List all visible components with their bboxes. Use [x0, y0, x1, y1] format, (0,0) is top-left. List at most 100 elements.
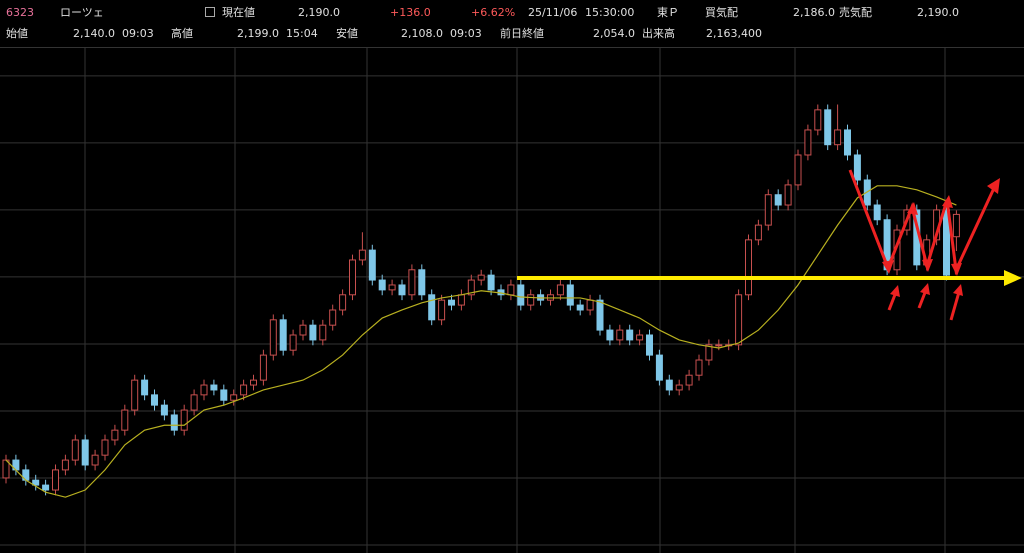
- candle-body: [665, 379, 673, 391]
- candle-body: [329, 309, 337, 326]
- label: 現在値: [222, 6, 255, 19]
- candle-body: [735, 294, 743, 346]
- arrow-head: [907, 202, 918, 215]
- candle-body: [418, 269, 426, 296]
- candle-body: [507, 284, 515, 296]
- stock-code: 6323: [6, 6, 34, 19]
- label: 出来高: [642, 27, 675, 40]
- candle-body: [467, 279, 475, 296]
- candle-body: [457, 294, 465, 306]
- candle-body: [844, 129, 851, 156]
- arrow-head: [890, 285, 900, 297]
- candle-body: [794, 154, 802, 186]
- candle-body: [299, 324, 307, 336]
- candle-body: [596, 299, 604, 331]
- candle-body: [309, 324, 317, 341]
- arrow-head: [920, 283, 930, 295]
- label: 始値: [6, 27, 28, 40]
- arrow-head: [942, 195, 953, 208]
- value: 2,108.0: [401, 27, 443, 40]
- candle-body: [636, 334, 644, 341]
- candle-body: [368, 249, 376, 281]
- candle-body: [289, 334, 297, 351]
- candle-body: [586, 299, 594, 311]
- value: +136.0: [390, 6, 431, 19]
- label: 安値: [336, 27, 358, 40]
- candle-body: [438, 299, 446, 321]
- candle-body: [685, 374, 693, 386]
- value: 2,190.0: [298, 6, 340, 19]
- moving-average-line: [5, 185, 957, 498]
- candle-body: [477, 274, 485, 281]
- candle-body: [180, 409, 188, 431]
- value: 2,140.0: [73, 27, 115, 40]
- candle-body: [853, 154, 861, 181]
- value: 2,186.0: [793, 6, 835, 19]
- candle-body: [210, 384, 218, 391]
- candle-body: [715, 344, 723, 347]
- candle-body: [279, 319, 287, 351]
- candle-body: [804, 129, 812, 156]
- candle-body: [626, 329, 634, 341]
- candle-body: [101, 439, 109, 456]
- candle-body: [358, 249, 366, 261]
- candle-body: [151, 394, 158, 406]
- memo-icon[interactable]: [205, 7, 215, 17]
- candle-body: [764, 194, 772, 226]
- value: 2,163,400: [706, 27, 762, 40]
- label: 高値: [171, 27, 193, 40]
- label: 買気配: [705, 6, 738, 19]
- candle-body: [190, 394, 198, 411]
- candle-body: [556, 284, 564, 296]
- candle-body: [61, 459, 69, 471]
- drawn-annotations: [517, 169, 1022, 321]
- candle-body: [71, 439, 79, 461]
- candle-body: [269, 319, 277, 356]
- value: 09:03: [450, 27, 482, 40]
- candle-body: [131, 379, 139, 411]
- value: 09:03: [122, 27, 154, 40]
- candle-body: [448, 299, 455, 306]
- arrow-head: [953, 284, 963, 296]
- candle-body: [873, 204, 881, 221]
- candle-body: [111, 429, 119, 441]
- candle-body: [774, 194, 782, 206]
- candle-body: [517, 284, 525, 306]
- arrow-head: [951, 263, 962, 276]
- candle-body: [566, 284, 574, 306]
- candle-body: [814, 109, 822, 131]
- candle-body: [398, 284, 406, 296]
- value: +6.62%: [471, 6, 516, 19]
- candle-body: [695, 359, 703, 376]
- candle-body: [230, 394, 238, 401]
- value: 15:04: [286, 27, 318, 40]
- candle-body: [200, 384, 208, 396]
- value: 東Ｐ: [657, 6, 679, 19]
- candle-body: [527, 294, 535, 306]
- candle-body: [339, 294, 347, 311]
- candle-body: [91, 454, 99, 466]
- candle-body: [81, 439, 89, 466]
- candle-body: [388, 284, 396, 291]
- candle-body: [220, 389, 228, 401]
- candle-body: [160, 404, 168, 416]
- candle-body: [655, 354, 663, 381]
- arrow-head: [1004, 270, 1022, 286]
- candle-body: [32, 479, 40, 486]
- candle-body: [646, 334, 653, 356]
- arrow-head: [922, 259, 933, 272]
- candle-body: [52, 469, 59, 491]
- arrow-head: [987, 178, 1000, 194]
- candle-body: [42, 484, 50, 491]
- candle-body: [576, 304, 584, 311]
- candle-body: [319, 324, 327, 341]
- value: 2,199.0: [237, 27, 279, 40]
- candle-body: [943, 209, 950, 276]
- value: 25/11/06: [528, 6, 578, 19]
- candle-body: [784, 184, 792, 206]
- label: 売気配: [839, 6, 872, 19]
- candle-body: [240, 384, 248, 396]
- value: 15:30:00: [585, 6, 635, 19]
- value: 2,190.0: [917, 6, 959, 19]
